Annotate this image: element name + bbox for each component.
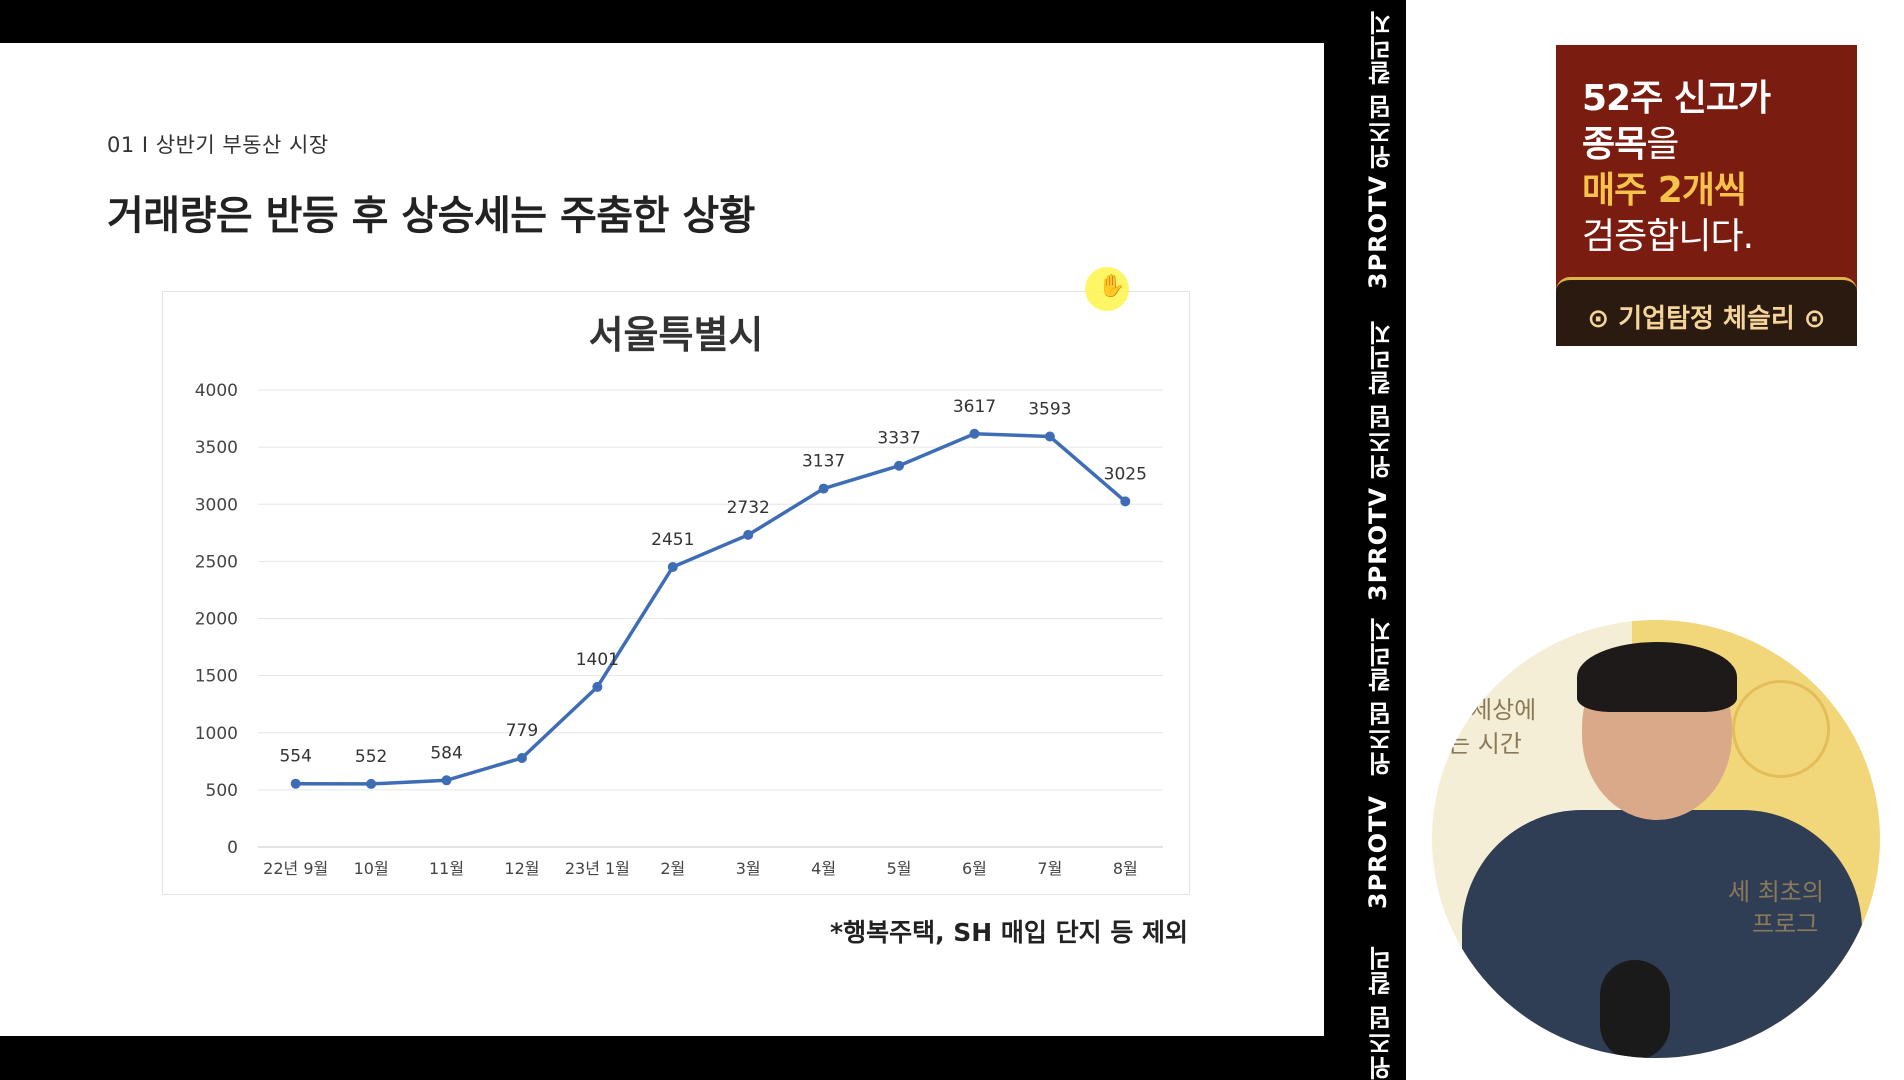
y-tick-label: 1000 (195, 724, 238, 744)
data-point (969, 428, 980, 439)
x-tick-label: 8월 (1113, 859, 1138, 878)
channel-strip-label: 위즈덤 칼리지 (1368, 320, 1396, 480)
footnote: *행복주택, SH 매입 단지 등 제외 (830, 918, 1189, 947)
chart-title: 서울특별시 (589, 313, 764, 357)
ad-line-2-b: 을 (1646, 124, 1679, 165)
data-label: 2451 (651, 530, 694, 550)
ad-button[interactable]: ⊙ 기업탐정 체슬리 ⊙ (1556, 277, 1857, 346)
presentation-slide: 01 I 상반기 부동산 시장 거래량은 반등 후 상승세는 주춤한 상황 서울… (0, 43, 1324, 1036)
data-point (894, 460, 905, 471)
channel-strip-label: 위즈덤 칼리지 (1368, 617, 1396, 777)
y-tick-label: 4000 (195, 381, 238, 401)
x-tick-label: 5월 (887, 859, 912, 878)
data-point (441, 775, 452, 786)
ad-line-3: 매주 2개씩 (1582, 170, 1747, 211)
series-line (295, 431, 1127, 786)
data-label: 552 (355, 747, 387, 767)
ad-line-2-a: 종목 (1582, 124, 1647, 165)
data-label: 1401 (576, 650, 619, 670)
y-tick-label: 0 (227, 838, 238, 858)
chart-svg: 서울특별시 0 500 1000 1500 2000 2500 3000 3500 4000 2… (195, 313, 1163, 878)
x-tick-label: 3월 (736, 859, 761, 878)
channel-strip: 위즈덤 칼리지 3PROTV 위즈덤 칼리지 3PROTV 위즈덤 칼리지 3PROTV 위… (1356, 0, 1406, 1080)
microphone-icon (1600, 960, 1670, 1058)
webcam-text-d: 프로그 (1752, 910, 1819, 938)
pointer-highlight (1085, 267, 1129, 311)
y-tick-label: 3500 (195, 438, 238, 458)
webcam-text-b: 는 시간 (1448, 730, 1522, 758)
data-label: 3025 (1104, 464, 1147, 484)
data-point (667, 561, 678, 572)
hand-cursor-icon: ✋ (1098, 274, 1126, 299)
webcam-text-c: 세 최초의 (1728, 878, 1824, 906)
data-point (818, 483, 829, 494)
line-chart: 서울특별시 0 500 1000 1500 2000 2500 3000 3500 4000 2… (162, 291, 1190, 895)
section-label: 01 I 상반기 부동산 시장 (107, 133, 329, 157)
ad-button-label: ⊙ 기업탐정 체슬리 ⊙ (1587, 304, 1826, 334)
x-tick-label: 23년 1월 (565, 859, 630, 878)
x-tick-label: 22년 9월 (263, 859, 328, 878)
data-label: 3593 (1028, 399, 1071, 419)
x-tick-label: 6월 (962, 859, 987, 878)
data-label: 3137 (802, 452, 845, 472)
y-tick-label: 2000 (195, 610, 238, 630)
data-point (1044, 431, 1055, 442)
data-point (592, 681, 603, 692)
channel-strip-label: 3PROTV (1364, 487, 1392, 602)
x-tick-label: 2월 (660, 859, 685, 878)
ad-line-1: 52주 신고가 (1582, 78, 1771, 119)
data-point (290, 778, 301, 789)
ad-line-4: 검증합니다. (1582, 216, 1754, 257)
data-label: 779 (506, 721, 538, 741)
x-tick-label: 10월 (354, 859, 389, 878)
data-point (1120, 496, 1131, 507)
ad-line-2: 종목을 (1582, 115, 1679, 167)
emblem-icon (1732, 680, 1830, 778)
data-label: 3617 (953, 397, 996, 417)
data-label: 3337 (877, 429, 920, 449)
data-point (516, 752, 527, 763)
x-tick-label: 4월 (811, 859, 836, 878)
data-label: 584 (430, 743, 462, 763)
data-point (366, 778, 377, 789)
channel-strip-label: 위즈덤 칼리지 (1368, 945, 1406, 1080)
ad-banner[interactable]: 52주 신고가 종목을 매주 2개씩 검증합니다. ⊙ 기업탐정 체슬리 ⊙ (1556, 45, 1857, 346)
webcam-feed: 세상에 는 시간 세 최초의 프로그 (1432, 620, 1880, 1058)
channel-strip-label: 3PROTV (1364, 175, 1392, 290)
slide-title: 거래량은 반등 후 상승세는 주춤한 상황 (107, 193, 755, 239)
data-label: 2732 (727, 498, 770, 518)
webcam-text-a: 세상에 (1470, 696, 1537, 724)
presenter-hair (1577, 642, 1737, 712)
y-tick-label: 500 (206, 781, 238, 801)
channel-strip-label: 위즈덤 칼리지 (1368, 10, 1396, 170)
data-label: 554 (279, 747, 311, 767)
x-tick-label: 11월 (429, 859, 464, 878)
y-tick-label: 3000 (195, 495, 238, 515)
data-point (743, 529, 754, 540)
x-tick-label: 12월 (504, 859, 539, 878)
y-tick-label: 2500 (195, 552, 238, 572)
channel-strip-label: 3PROTV (1364, 795, 1392, 910)
y-tick-label: 1500 (195, 667, 238, 687)
x-tick-label: 7월 (1037, 859, 1062, 878)
